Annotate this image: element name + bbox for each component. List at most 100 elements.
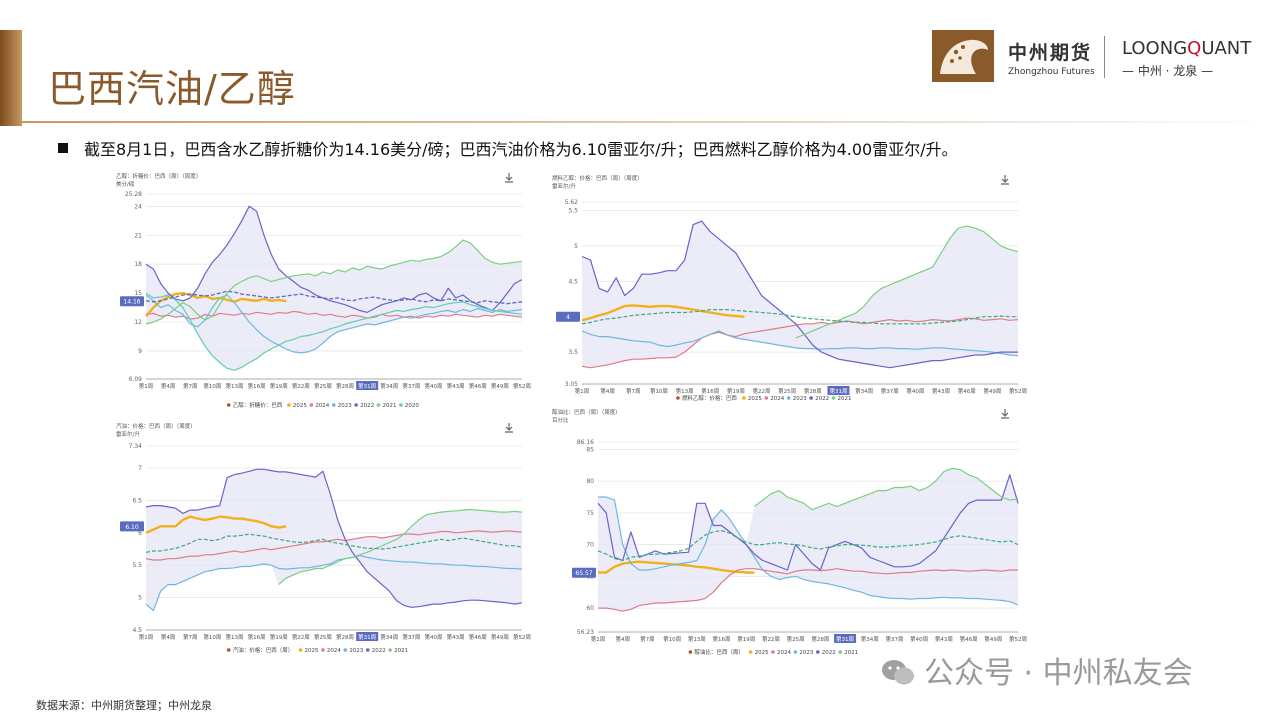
chart-header-label: 醇油比：巴西（周）（周度）	[552, 408, 621, 416]
series-line-2025	[145, 515, 287, 534]
x-tick-label: 第52周	[513, 633, 531, 641]
legend-dot	[786, 396, 791, 400]
x-tick-label: 第16周	[701, 387, 719, 395]
y-tick-label: 18	[134, 261, 142, 268]
x-tick-label: 第10周	[203, 382, 221, 390]
x-tick-label: 第1周	[591, 635, 606, 643]
summary-bullet: 截至8月1日，巴西含水乙醇折糖价为14.16美分/磅；巴西汽油价格为6.10雷亚…	[58, 136, 958, 160]
wechat-watermark: 公众号 · 中州私友会	[880, 648, 1193, 692]
lq-highlight: Q	[1187, 38, 1202, 59]
legend-item[interactable]: 醇油比：巴西（周）	[694, 648, 744, 656]
legend-item[interactable]: 2022	[822, 650, 836, 656]
loongquant-logo: LOONGQUANT — 中州 · 龙泉 —	[1122, 38, 1251, 79]
y-tick-label: 70	[586, 542, 594, 549]
x-tick-label: 第22周	[292, 633, 310, 641]
legend-dot	[354, 403, 358, 407]
x-tick-label: 第43周	[447, 633, 465, 641]
legend-dot	[688, 650, 693, 654]
legend-item[interactable]: 2024	[777, 650, 791, 656]
legend-item[interactable]: 燃料乙醇：价格：巴西	[682, 394, 738, 402]
x-tick-label: 第25周	[778, 387, 796, 395]
chart-unit-label: 百分比	[552, 416, 569, 424]
legend-dot	[742, 396, 746, 400]
legend-item[interactable]: 乙醇：折糖价：巴西	[233, 401, 283, 409]
legend-dot	[365, 648, 370, 652]
x-tick-label: 第16周	[248, 382, 266, 390]
y-tick-label: 4.5	[132, 627, 142, 634]
x-tick-label: 第34周	[380, 633, 398, 641]
legend-item[interactable]: 汽油：价格：巴西（周）	[233, 646, 294, 654]
download-icon[interactable]	[1001, 175, 1009, 185]
legend-item[interactable]: 2020	[405, 403, 419, 409]
legend-item[interactable]: 2021	[838, 396, 852, 402]
download-icon[interactable]	[1001, 409, 1009, 419]
x-tick-label: 第1周	[139, 633, 154, 641]
x-tick-label: 第22周	[753, 387, 771, 395]
legend-dot	[748, 650, 753, 654]
x-tick-label: 第40周	[425, 633, 443, 641]
x-tick-label: 第25周	[787, 635, 805, 643]
chart-svg: 醇油比：巴西（周）（周度）百分比56.2360657075808586.16第1…	[552, 408, 1027, 656]
x-tick-label: 第37周	[402, 382, 420, 390]
x-tick-label: 第10周	[203, 633, 221, 641]
legend-item[interactable]: 2024	[315, 403, 329, 409]
x-tick-label: 第22周	[292, 382, 310, 390]
x-tick-label: 第19周	[270, 382, 288, 390]
series-line-2024	[598, 568, 1018, 612]
legend-item[interactable]: 2021	[844, 650, 858, 656]
series-line-均值	[581, 309, 1018, 325]
x-tick-label: 第46周	[469, 633, 487, 641]
current-week-marker	[834, 634, 857, 643]
legend-item[interactable]: 2025	[748, 396, 762, 402]
legend-item[interactable]: 2023	[338, 403, 352, 409]
legend-item[interactable]: 2022	[372, 648, 386, 654]
series-line-均值	[597, 530, 1019, 562]
y-tick-label: 5	[138, 595, 142, 602]
x-tick-label: 第19周	[727, 387, 745, 395]
chart-unit-label: 雷亚尔/升	[116, 430, 140, 438]
y-tick-label: 25.28	[125, 191, 142, 198]
chart-header-label: 乙醇：折糖价：巴西（周）（周度）	[116, 172, 201, 180]
bullet-square-icon	[58, 143, 68, 153]
x-tick-label: 第19周	[270, 633, 288, 641]
x-tick-label: 第49周	[983, 387, 1001, 395]
zhongzhou-logo-icon	[932, 30, 994, 82]
x-tick-label: 第4周	[161, 382, 176, 390]
chart-svg: 燃料乙醇：价格：巴西（周）（周度）雷亚尔/升 3.05 3.5 4 4.5 5 5.55.6…	[552, 174, 1027, 402]
x-tick-label: 第7周	[183, 382, 198, 390]
legend-dot	[287, 403, 291, 407]
download-icon[interactable]	[505, 423, 513, 433]
y-tick-label: 5.5	[132, 562, 142, 569]
current-value-label: 4	[566, 314, 570, 321]
series-line-2021	[145, 239, 523, 325]
current-value-tag	[572, 567, 596, 578]
legend-item[interactable]: 2025	[305, 648, 319, 654]
title-divider	[22, 121, 1280, 123]
legend-item[interactable]: 2021	[383, 403, 397, 409]
legend-item[interactable]: 2023	[793, 396, 807, 402]
brand-block: 中州期货 Zhongzhou Futures	[1008, 38, 1095, 77]
x-tick-label: 第40周	[425, 382, 443, 390]
x-tick-label: 第4周	[161, 633, 176, 641]
series-line-2022	[145, 205, 523, 313]
y-tick-label: 7.34	[129, 443, 143, 450]
legend-item[interactable]: 2021	[394, 648, 408, 654]
legend-item[interactable]: 2022	[815, 396, 829, 402]
legend-item[interactable]: 2024	[327, 648, 341, 654]
series-line-2024	[145, 310, 523, 320]
legend-item[interactable]: 2023	[349, 648, 363, 654]
legend-item[interactable]: 2025	[755, 650, 769, 656]
legend-item[interactable]: 2025	[293, 403, 307, 409]
download-icon[interactable]	[505, 173, 513, 183]
x-tick-label: 第31周	[829, 387, 847, 395]
x-tick-label: 第13周	[676, 387, 694, 395]
legend-item[interactable]: 2023	[799, 650, 813, 656]
x-tick-label: 第31周	[836, 635, 854, 643]
series-line-2021	[754, 467, 1019, 511]
legend-item[interactable]: 2024	[770, 396, 784, 402]
y-tick-label: 15	[134, 290, 142, 297]
x-tick-label: 第28周	[336, 382, 354, 390]
series-line-2024	[145, 530, 523, 561]
x-tick-label: 第19周	[737, 635, 755, 643]
legend-item[interactable]: 2022	[360, 403, 374, 409]
